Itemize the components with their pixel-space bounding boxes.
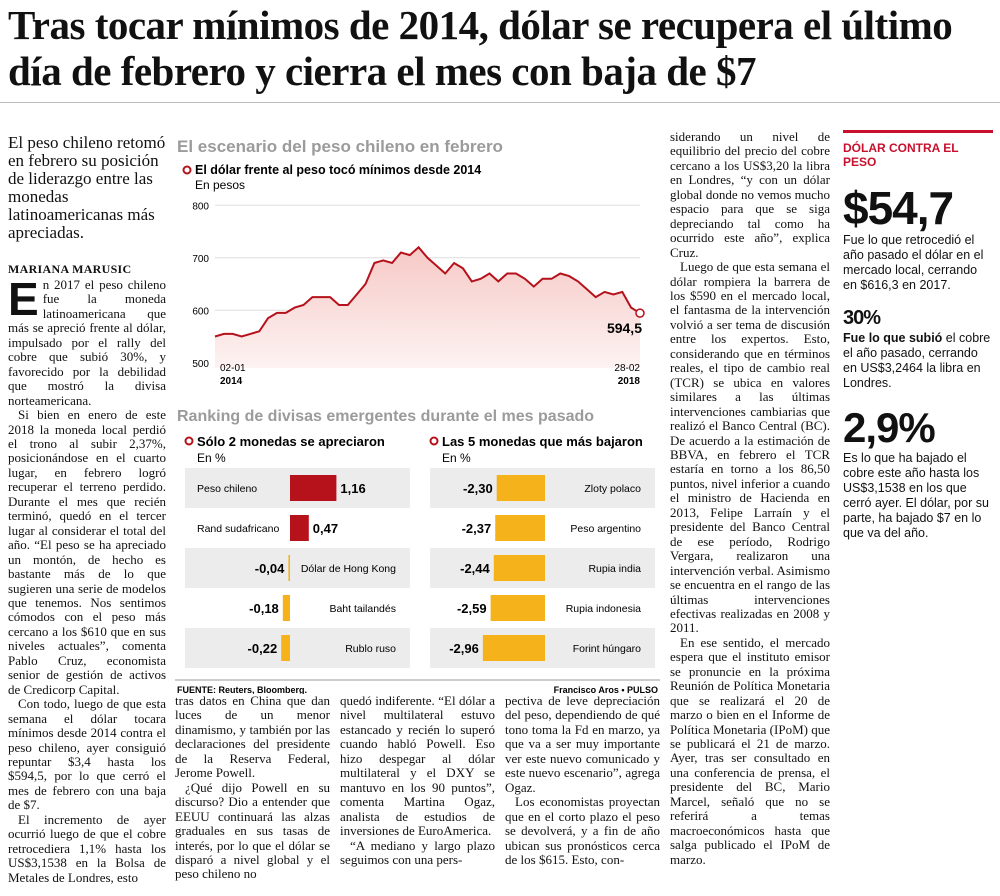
stat-lead: Fue lo que subió — [843, 331, 943, 345]
y-tick-label: 500 — [192, 359, 209, 370]
sidebar: DÓLAR CONTRA EL PESO $54,7 Fue lo que re… — [843, 130, 993, 541]
value-label: -0,22 — [248, 641, 278, 656]
bar — [281, 635, 290, 661]
stat-text: Fue lo que subió el cobre el año pasado,… — [843, 331, 993, 391]
row-stripe — [185, 628, 410, 668]
bullet — [429, 436, 439, 446]
paragraph: “A mediano y largo plazo seguimos con un… — [340, 837, 495, 867]
unit-label: En % — [442, 451, 471, 465]
stat-figure: $54,7 — [843, 182, 954, 234]
category-label: Zloty polaco — [584, 483, 641, 495]
value-label: 0,47 — [313, 521, 338, 536]
stat-text: el cobre el año pasado, cerrando en US$3… — [843, 331, 991, 390]
source: FUENTE: Reuters, Bloomberg. — [177, 685, 307, 694]
category-label: Rand sudafricano — [197, 523, 279, 535]
bar — [496, 475, 545, 501]
paragraph: Luego de que esta semana el dólar rompie… — [670, 259, 830, 636]
stat-figure: 30% — [843, 307, 881, 329]
value-label: -2,96 — [449, 641, 479, 656]
x-label: 2018 — [618, 376, 641, 387]
paragraph: Si bien en enero de este 2018 la moneda … — [8, 407, 166, 697]
text-column: tras datos en China que dan luces de un … — [175, 694, 330, 896]
axis-label: En pesos — [195, 178, 245, 192]
y-tick-label: 800 — [192, 201, 209, 212]
unit-label: En % — [197, 451, 226, 465]
bar — [282, 595, 290, 621]
line — [214, 245, 641, 338]
paragraph: Los economistas proyectan que en el cort… — [505, 794, 660, 867]
bar — [288, 555, 290, 581]
category-label: Baht tailandés — [329, 603, 396, 615]
category-label: Peso argentino — [570, 523, 641, 535]
stat-text: Fue lo que retrocedió el año pasado el d… — [843, 233, 984, 292]
category-label: Rublo ruso — [345, 643, 396, 655]
x-label: 02-01 — [220, 363, 246, 374]
chart-title: Sólo 2 monedas se apreciaron — [197, 434, 385, 449]
infographic-title: El escenario del peso chileno en febrero — [177, 137, 503, 156]
bullet — [182, 165, 192, 175]
bullet — [184, 436, 194, 446]
x-label: 2014 — [220, 376, 243, 387]
category-label: Rupia india — [588, 563, 641, 575]
right-column: siderando un nivel de equilibrio del pre… — [670, 130, 830, 896]
infographic: El escenario del peso chileno en febrero… — [175, 137, 660, 694]
text-column: pectiva de leve depreciación del peso, d… — [505, 694, 660, 896]
lede: El peso chileno retomó en febrero su pos… — [8, 133, 166, 242]
paragraph: En ese sentido, el mercado espera que el… — [670, 634, 830, 867]
end-point — [635, 308, 645, 318]
category-label: Forint húngaro — [573, 643, 641, 655]
value-label: -2,44 — [460, 561, 490, 576]
x-label: 28-02 — [614, 363, 640, 374]
value-label: -0,04 — [255, 561, 285, 576]
paragraph: pectiva de leve depreciación del peso, d… — [505, 694, 660, 795]
chart-title: El dólar frente al peso tocó mínimos des… — [195, 163, 481, 177]
row-stripe — [185, 548, 410, 588]
paragraph: Con todo, luego de que esta semana el dó… — [8, 696, 166, 813]
stat-text: Es lo que ha bajado el cobre este año ha… — [843, 451, 989, 540]
value-label: 1,16 — [340, 481, 365, 496]
value-label: -2,37 — [462, 521, 492, 536]
bar — [290, 515, 309, 541]
paragraph: En 2017 el peso chileno fue la moneda la… — [8, 278, 166, 408]
category-label: Rupia indonesia — [566, 603, 641, 615]
bar — [290, 475, 337, 501]
paragraph: siderando un nivel de equilibrio del pre… — [670, 130, 830, 260]
bar — [482, 635, 545, 661]
category-label: Dólar de Hong Kong — [301, 563, 396, 575]
chart-title: Las 5 monedas que más bajaron — [442, 434, 643, 449]
value-label: 594,5 — [607, 320, 642, 336]
area — [215, 247, 640, 368]
bottom-columns: tras datos en China que dan luces de un … — [175, 694, 660, 896]
stat-figure: 2,9% — [843, 404, 936, 451]
ranking-title: Ranking de divisas emergentes durante el… — [177, 408, 594, 425]
sidebar-kicker: DÓLAR CONTRA EL PESO — [843, 130, 993, 169]
y-tick-label: 700 — [192, 254, 209, 265]
value-label: -2,59 — [457, 601, 487, 616]
left-column: En 2017 el peso chileno fue la moneda la… — [8, 278, 166, 896]
bar — [495, 515, 545, 541]
bar — [490, 595, 545, 621]
rule — [0, 102, 1000, 103]
value-label: -2,30 — [463, 481, 493, 496]
credit: Francisco Aros • PULSO — [554, 685, 658, 694]
value-label: -0,18 — [249, 601, 279, 616]
byline: MARIANA MARUSIC — [8, 262, 132, 276]
headline: Tras tocar mínimos de 2014, dólar se rec… — [8, 2, 953, 94]
paragraph: El incremento de ayer ocurrió luego de q… — [8, 811, 166, 885]
category-label: Peso chileno — [197, 483, 257, 495]
paragraph: quedó indiferente. “El dólar a nivel mul… — [340, 694, 495, 839]
y-tick-label: 600 — [192, 306, 209, 317]
text-column: quedó indiferente. “El dólar a nivel mul… — [340, 694, 495, 896]
paragraph: tras datos en China que dan luces de un … — [175, 694, 330, 781]
bar — [493, 555, 545, 581]
paragraph: ¿Qué dijo Powell en su discurso? Dio a e… — [175, 779, 330, 882]
